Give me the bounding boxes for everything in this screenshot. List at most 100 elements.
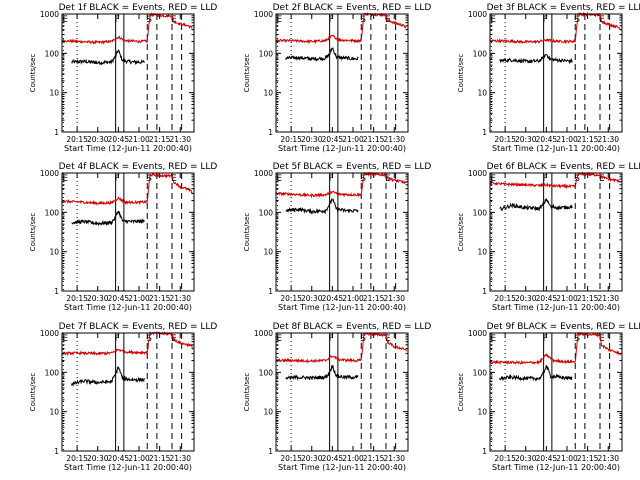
y-tick-label: 1 [268,128,273,137]
y-axis-label: Counts/sec [457,373,465,412]
y-tick-label: 100 [259,208,274,217]
y-tick-label: 10 [49,408,59,417]
x-tick-label: 20:45 [108,454,130,463]
x-tick-label: 21:00 [556,135,578,144]
x-tick-label: 20:30 [301,135,323,144]
chart-title: Det 6f BLACK = Events, RED = LLD [487,162,640,172]
series-line-events [499,365,573,382]
x-tick-label: 20:15 [66,454,88,463]
x-tick-label: 21:00 [556,454,578,463]
chart-title: Det 9f BLACK = Events, RED = LLD [487,322,640,332]
x-axis-label: Start Time (12-Jun-11 20:00:40) [64,463,192,472]
series-line-lld [61,330,193,357]
axes-frame [61,172,195,292]
x-tick-label: 20:15 [280,454,302,463]
marker-label: F [543,15,548,25]
axes-frame [61,13,195,133]
chart-title: Det 7f BLACK = Events, RED = LLD [59,322,218,332]
x-tick-label: 21:30 [597,454,619,463]
axes-frame [61,332,195,452]
x-tick-label: 20:30 [515,135,537,144]
x-tick-label: 20:30 [301,294,323,303]
x-tick-label: 21:00 [342,454,364,463]
chart-title: Det 4f BLACK = Events, RED = LLD [59,162,218,172]
x-tick-label: 20:15 [494,135,516,144]
series-line-events [71,48,145,66]
x-axis-label: Start Time (12-Jun-11 20:00:40) [278,463,406,472]
x-tick-label: 21:30 [169,135,191,144]
x-tick-label: 20:30 [87,135,109,144]
marker-label: F [115,174,120,184]
marker-label: E [490,174,496,184]
y-tick-label: 10 [49,89,59,98]
axes-frame [489,13,623,133]
y-tick-label: 1 [54,128,59,137]
x-tick-label: 20:30 [87,454,109,463]
x-tick-label: 21:00 [556,294,578,303]
y-tick-label: 1000 [40,169,59,178]
y-tick-label: 100 [473,208,488,217]
y-tick-label: 1 [482,287,487,296]
marker-label: F [115,334,120,344]
marker-label: E [276,174,282,184]
x-tick-label: 21:00 [342,135,364,144]
y-tick-label: 10 [263,248,273,257]
x-tick-label: 20:45 [322,135,344,144]
x-tick-label: 20:45 [108,294,130,303]
axes-frame [275,172,409,292]
x-tick-label: 20:30 [515,294,537,303]
series-line-events [285,197,359,215]
y-tick-label: 1000 [40,10,59,19]
y-tick-label: 1000 [468,329,487,338]
y-axis-label: Counts/sec [243,54,251,93]
x-tick-label: 20:15 [280,294,302,303]
x-tick-label: 21:15 [149,135,171,144]
marker-label: F [115,15,120,25]
y-tick-label: 10 [49,248,59,257]
x-tick-label: 21:15 [577,135,599,144]
x-tick-label: 21:15 [363,454,385,463]
y-tick-label: 100 [45,368,60,377]
marker-label: E [385,334,391,344]
series-line-lld [489,11,621,45]
series-line-lld [275,11,407,45]
y-tick-label: 10 [477,89,487,98]
x-tick-label: 21:30 [383,454,405,463]
marker-label: F [329,174,334,184]
marker-label: F [329,15,334,25]
x-tick-label: 21:15 [577,454,599,463]
y-tick-label: 1 [54,287,59,296]
x-tick-label: 21:15 [363,135,385,144]
series-line-lld [275,331,407,364]
series-line-events [71,210,145,227]
y-tick-label: 1000 [254,10,273,19]
y-axis-label: Counts/sec [243,213,251,252]
marker-label: E [599,334,605,344]
marker-label: E [490,334,496,344]
marker-label: F [543,174,548,184]
y-axis-label: Counts/sec [29,54,37,93]
series-line-events [71,366,145,387]
x-tick-label: 21:15 [149,294,171,303]
x-tick-label: 21:00 [128,454,150,463]
series-line-events [285,365,359,381]
x-tick-label: 20:45 [108,135,130,144]
y-tick-label: 100 [45,208,60,217]
y-tick-label: 10 [477,248,487,257]
x-axis-label: Start Time (12-Jun-11 20:00:40) [492,144,620,153]
x-tick-label: 20:45 [536,454,558,463]
x-tick-label: 21:00 [128,135,150,144]
x-tick-label: 20:15 [280,135,302,144]
y-tick-label: 10 [263,89,273,98]
y-tick-label: 100 [259,49,274,58]
x-axis-label: Start Time (12-Jun-11 20:00:40) [64,303,192,312]
y-tick-label: 100 [259,368,274,377]
x-tick-label: 21:15 [363,294,385,303]
chart-title: Det 1f BLACK = Events, RED = LLD [59,3,218,13]
y-tick-label: 10 [477,408,487,417]
x-tick-label: 20:45 [536,294,558,303]
